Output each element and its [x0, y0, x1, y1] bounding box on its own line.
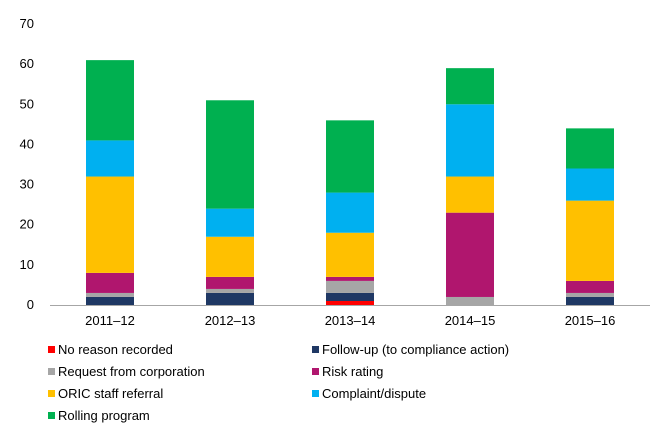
legend-label: Follow-up (to compliance action)	[322, 342, 509, 357]
bar-segment	[206, 100, 254, 209]
legend-label: Rolling program	[58, 408, 150, 423]
legend-swatch	[48, 412, 55, 419]
bar-segment	[86, 292, 134, 297]
x-tick-label: 2011–12	[85, 313, 135, 328]
x-tick-label: 2015–16	[565, 313, 616, 328]
bar-segment	[446, 104, 494, 177]
legend-swatch	[48, 390, 55, 397]
legend-swatch	[312, 390, 319, 397]
x-tick-label: 2012–13	[205, 313, 256, 328]
y-tick-label: 30	[20, 177, 34, 192]
bar-segment	[206, 208, 254, 237]
bar-segment	[566, 280, 614, 293]
bar-segment	[566, 296, 614, 305]
y-tick-label: 0	[27, 297, 34, 312]
bar-segment	[446, 296, 494, 305]
bar-segment	[566, 168, 614, 201]
bar-segment	[566, 200, 614, 281]
bar-segment	[326, 120, 374, 193]
bar-segment	[206, 236, 254, 277]
bar-segment	[206, 292, 254, 305]
bar-segment	[326, 300, 374, 305]
y-tick-label: 10	[20, 257, 34, 272]
legend-swatch	[312, 346, 319, 353]
bar-segment	[446, 68, 494, 105]
bar-segment	[86, 296, 134, 305]
bar-segment	[86, 176, 134, 273]
y-tick-label: 70	[20, 16, 34, 31]
x-tick-label: 2014–15	[445, 313, 496, 328]
bar-segment	[206, 276, 254, 289]
legend-label: ORIC staff referral	[58, 386, 163, 401]
bar-segment	[326, 192, 374, 233]
legend-label: Risk rating	[322, 364, 383, 379]
bar-segment	[326, 292, 374, 301]
x-axis: 2011–12 2012–13 2013–14 2014–15 2015–16	[50, 305, 650, 328]
y-axis: 0 10 20 30 40 50 60 70	[20, 16, 34, 312]
y-tick-label: 60	[20, 56, 34, 71]
legend-swatch	[48, 368, 55, 375]
bar-segment	[566, 292, 614, 297]
bar-segment	[86, 60, 134, 141]
bar-segment	[566, 128, 614, 169]
bar-segment	[326, 276, 374, 281]
legend: No reason recorded Follow-up (to complian…	[48, 342, 509, 423]
bar-segment	[86, 272, 134, 293]
x-tick-label: 2013–14	[325, 313, 376, 328]
legend-swatch	[312, 368, 319, 375]
bars	[86, 60, 614, 305]
y-tick-label: 40	[20, 136, 34, 151]
legend-label: Request from corporation	[58, 364, 205, 379]
bar-segment	[86, 140, 134, 177]
bar-segment	[326, 280, 374, 293]
bar-segment	[206, 288, 254, 293]
bar-segment	[446, 176, 494, 213]
bar-segment	[446, 212, 494, 297]
legend-label: No reason recorded	[58, 342, 173, 357]
y-tick-label: 50	[20, 96, 34, 111]
legend-label: Complaint/dispute	[322, 386, 426, 401]
y-tick-label: 20	[20, 217, 34, 232]
legend-swatch	[48, 346, 55, 353]
bar-segment	[326, 232, 374, 277]
